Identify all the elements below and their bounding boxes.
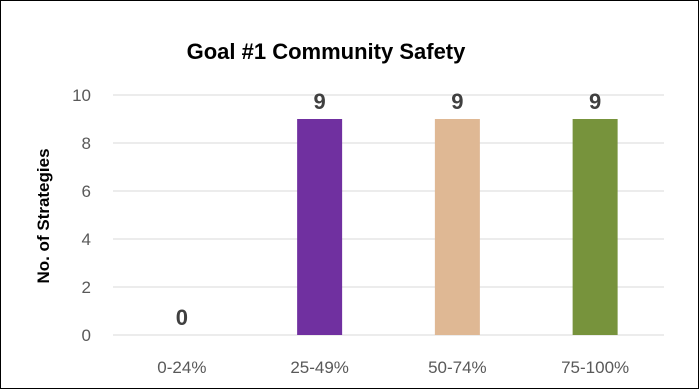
y-tick-label: 8 (82, 134, 91, 153)
y-tick-label: 2 (82, 278, 91, 297)
bar (572, 119, 618, 335)
x-tick-label: 75-100% (561, 358, 629, 377)
y-tick-label: 10 (72, 86, 91, 105)
y-axis-ticks: 0 2 4 6 8 10 (72, 86, 91, 345)
data-labels: 0 9 9 9 (176, 89, 602, 330)
bar (297, 119, 343, 335)
y-tick-label: 6 (82, 182, 91, 201)
x-tick-label: 0-24% (157, 358, 206, 377)
y-tick-label: 4 (82, 230, 91, 249)
bars (297, 119, 618, 335)
x-tick-label: 25-49% (290, 358, 349, 377)
chart-title: Goal #1 Community Safety (187, 39, 467, 64)
data-label: 0 (176, 305, 188, 330)
y-axis-label: No. of Strategies (34, 148, 53, 283)
data-label: 9 (451, 89, 463, 114)
gridlines (113, 94, 664, 336)
data-label: 9 (314, 89, 326, 114)
x-tick-label: 50-74% (428, 358, 487, 377)
y-tick-label: 0 (82, 326, 91, 345)
x-axis-ticks: 0-24% 25-49% 50-74% 75-100% (157, 358, 629, 377)
data-label: 9 (589, 89, 601, 114)
bar (434, 119, 480, 335)
